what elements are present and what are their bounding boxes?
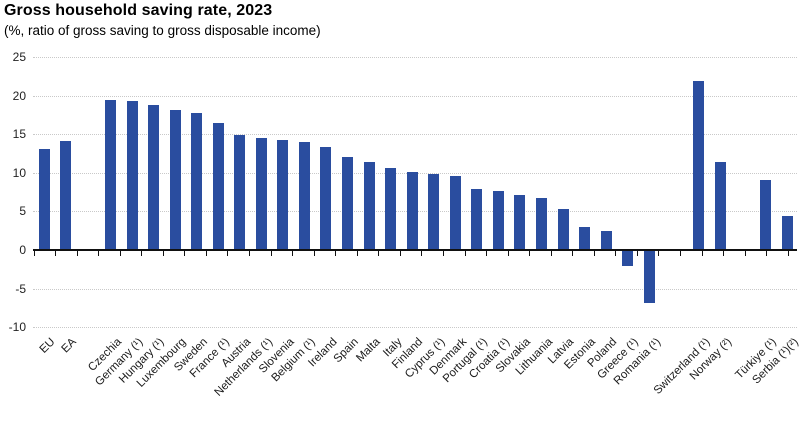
bar xyxy=(622,251,634,266)
y-axis-tick-label: 5 xyxy=(19,204,26,219)
bar xyxy=(148,104,160,250)
bar xyxy=(60,141,72,250)
bar xyxy=(234,135,246,250)
axis-tick xyxy=(550,251,552,256)
bar xyxy=(535,198,547,250)
bar xyxy=(385,168,397,250)
axis-tick xyxy=(744,251,746,256)
axis-tick xyxy=(313,251,315,256)
axis-tick xyxy=(421,251,423,256)
axis-tick xyxy=(205,251,207,256)
gridline xyxy=(33,134,797,136)
axis-tick xyxy=(529,251,531,256)
bar xyxy=(169,110,181,250)
bar xyxy=(406,172,418,250)
gridline xyxy=(33,288,797,290)
bar xyxy=(643,251,655,303)
x-axis-label: EA xyxy=(59,336,80,356)
bar xyxy=(471,189,483,250)
axis-tick xyxy=(507,251,509,256)
axis-tick xyxy=(658,251,660,256)
bar xyxy=(104,100,116,250)
axis-tick xyxy=(270,251,272,256)
x-axis-label: Malta xyxy=(354,336,383,365)
axis-tick xyxy=(378,251,380,256)
bar xyxy=(492,190,504,250)
y-axis-tick-label: -5 xyxy=(15,281,26,296)
y-axis-tick-label: 0 xyxy=(19,243,26,257)
bar xyxy=(212,123,224,250)
bar xyxy=(557,209,569,250)
bar xyxy=(191,112,203,250)
axis-tick xyxy=(399,251,401,256)
gridline xyxy=(33,327,797,329)
axis-tick xyxy=(98,251,100,256)
axis-tick xyxy=(680,251,681,256)
bar xyxy=(38,148,50,250)
axis-tick xyxy=(486,251,488,256)
bar xyxy=(320,146,332,250)
y-axis-tick-label: 10 xyxy=(12,165,26,180)
axis-tick xyxy=(636,251,638,256)
axis-tick xyxy=(292,251,294,256)
axis-tick xyxy=(572,251,574,256)
bar xyxy=(514,195,526,250)
gridline xyxy=(33,95,797,97)
bar xyxy=(342,157,354,250)
x-axis-label: EU xyxy=(37,336,58,356)
bar xyxy=(579,226,591,250)
y-axis-tick-label: 20 xyxy=(12,88,26,103)
axis-tick xyxy=(442,251,444,256)
bar xyxy=(781,216,793,250)
axis-tick xyxy=(615,251,617,256)
bar xyxy=(715,162,727,250)
bar xyxy=(255,138,267,250)
axis-tick xyxy=(162,251,164,256)
bar xyxy=(760,179,772,250)
axis-tick xyxy=(723,251,725,256)
axis-tick xyxy=(55,251,57,256)
axis-tick xyxy=(335,251,337,256)
y-axis-tick-label: 25 xyxy=(12,50,26,65)
axis-tick xyxy=(141,251,143,256)
axis-tick xyxy=(119,251,121,256)
y-axis-tick-label: -10 xyxy=(8,320,26,335)
bar xyxy=(600,231,612,250)
axis-tick xyxy=(356,251,358,256)
bar xyxy=(277,140,289,250)
gridline xyxy=(33,57,797,59)
bar xyxy=(363,162,375,250)
y-axis-tick-label: 15 xyxy=(12,127,26,142)
bar xyxy=(298,142,310,250)
axis-tick xyxy=(787,251,789,256)
axis-tick xyxy=(593,251,595,256)
bar xyxy=(693,81,705,250)
bar xyxy=(428,174,440,250)
chart-title: Gross household saving rate, 2023 xyxy=(4,2,273,19)
axis-tick xyxy=(766,251,768,256)
axis-tick xyxy=(184,251,186,256)
x-axis-line xyxy=(33,249,797,251)
axis-tick xyxy=(227,251,229,256)
axis-tick xyxy=(701,251,703,256)
bar xyxy=(449,175,461,250)
axis-tick xyxy=(464,251,466,256)
axis-tick xyxy=(33,251,35,256)
bar xyxy=(126,101,138,250)
axis-tick xyxy=(76,251,78,256)
axis-tick xyxy=(249,251,250,256)
chart-subtitle: (%, ratio of gross saving to gross dispo… xyxy=(4,23,321,38)
